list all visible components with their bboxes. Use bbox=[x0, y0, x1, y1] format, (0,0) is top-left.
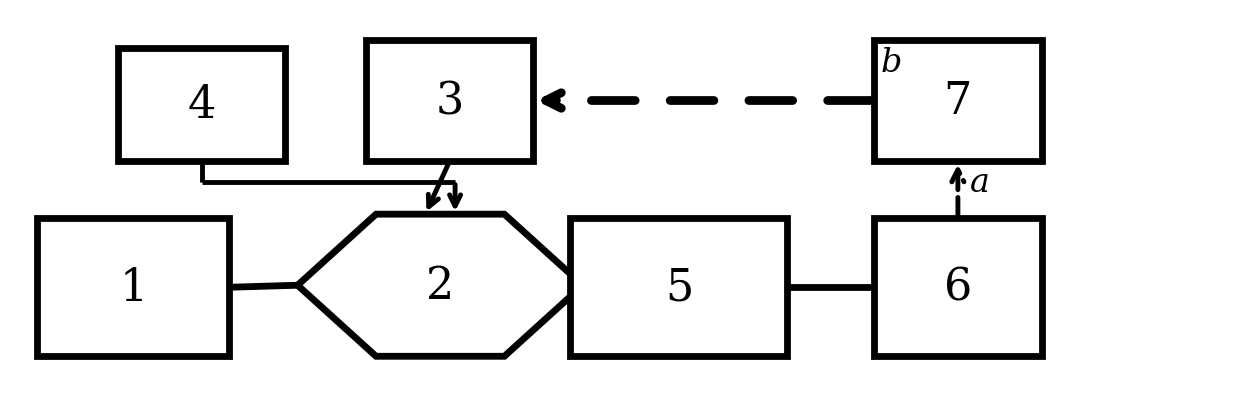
Text: 3: 3 bbox=[435, 80, 464, 123]
Bar bbox=[874, 219, 1042, 356]
Text: 5: 5 bbox=[665, 266, 693, 309]
Bar bbox=[874, 40, 1042, 162]
Text: 1: 1 bbox=[119, 266, 148, 309]
Bar bbox=[37, 219, 229, 356]
Text: 7: 7 bbox=[944, 80, 972, 123]
Text: 2: 2 bbox=[427, 264, 454, 307]
Bar bbox=[118, 49, 285, 162]
Text: a: a bbox=[970, 166, 991, 198]
Text: b: b bbox=[880, 47, 901, 79]
Polygon shape bbox=[298, 215, 583, 356]
Bar bbox=[570, 219, 787, 356]
Bar bbox=[366, 40, 533, 162]
Text: 6: 6 bbox=[944, 266, 972, 309]
Text: 4: 4 bbox=[187, 84, 216, 127]
